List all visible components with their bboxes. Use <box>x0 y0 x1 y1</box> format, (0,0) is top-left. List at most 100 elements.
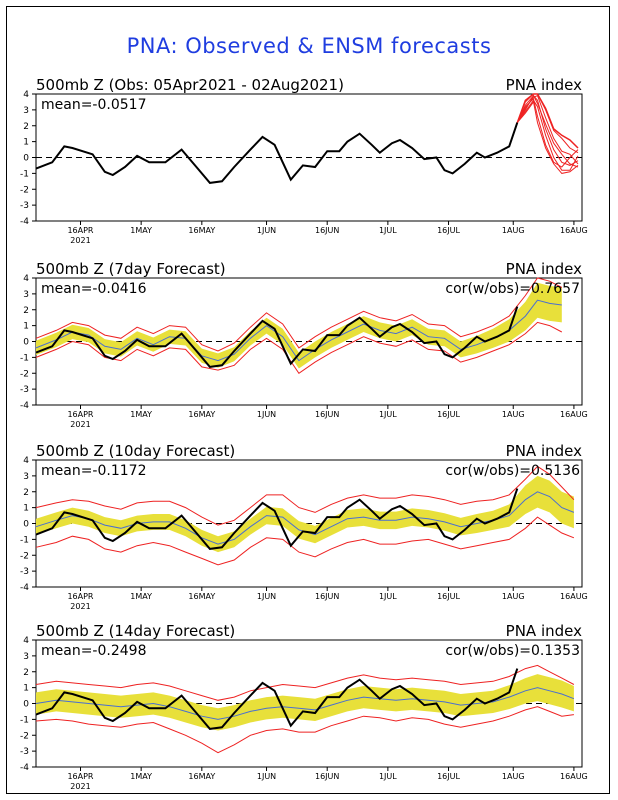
year-label: 2021 <box>70 236 90 245</box>
y-tick-label: 1 <box>23 322 29 332</box>
x-tick-label: 16JUN <box>315 226 339 235</box>
x-tick-label: 1AUG <box>502 226 525 235</box>
x-tick-label: 16APR <box>67 410 93 419</box>
mean-label: mean=-0.1172 <box>41 463 146 479</box>
y-tick-label: -1 <box>20 715 29 725</box>
x-tick-label: 16JUL <box>437 410 460 419</box>
min-envelope-line <box>516 100 579 174</box>
index-label: PNA index <box>506 622 582 640</box>
y-tick-label: 0 <box>23 154 29 164</box>
ensemble-member-line <box>516 99 579 171</box>
y-tick-label: -2 <box>20 185 29 195</box>
spread-band <box>36 674 574 731</box>
x-tick-label: 1AUG <box>502 592 525 601</box>
x-tick-label: 16AUG <box>560 410 588 419</box>
x-tick-label: 1AUG <box>502 772 525 781</box>
main-title: PNA: Observed & ENSM forecasts <box>126 34 492 58</box>
x-tick-label: 1JUL <box>379 226 397 235</box>
min-envelope-line <box>35 706 574 754</box>
x-tick-label: 1JUN <box>257 410 276 419</box>
panel-title: 500mb Z (10day Forecast) <box>36 442 235 460</box>
y-tick-label: 3 <box>23 472 29 482</box>
index-label: PNA index <box>506 260 582 278</box>
x-tick-label: 1MAY <box>130 410 152 419</box>
y-tick-label: -3 <box>20 747 29 757</box>
x-tick-label: 1MAY <box>130 592 152 601</box>
x-tick-label: 16APR <box>67 592 93 601</box>
y-tick-label: 2 <box>23 122 29 132</box>
x-tick-label: 1AUG <box>502 410 525 419</box>
max-envelope-line <box>35 277 563 352</box>
min-envelope-line <box>35 516 575 566</box>
observed-line <box>35 122 519 184</box>
x-tick-label: 1MAY <box>130 772 152 781</box>
x-tick-label: 16JUL <box>437 592 460 601</box>
y-tick-label: -2 <box>20 551 29 561</box>
index-label: PNA index <box>506 442 582 460</box>
y-tick-label: 2 <box>23 488 29 498</box>
x-tick-label: 16AUG <box>560 592 588 601</box>
y-tick-label: 4 <box>23 90 29 100</box>
max-envelope-line <box>516 93 579 149</box>
y-tick-label: 3 <box>23 106 29 116</box>
ensemble-member-line <box>516 94 579 166</box>
x-tick-label: 16JUL <box>437 772 460 781</box>
mean-label: mean=-0.0416 <box>41 281 147 297</box>
year-label: 2021 <box>70 602 90 611</box>
y-tick-label: -3 <box>20 385 29 395</box>
y-tick-label: 2 <box>23 306 29 316</box>
y-tick-label: 0 <box>23 700 29 710</box>
y-tick-label: 1 <box>23 504 29 514</box>
mean-label: mean=-0.0517 <box>41 97 146 113</box>
year-label: 2021 <box>70 420 90 429</box>
spread-band <box>36 475 574 553</box>
x-tick-label: 1JUL <box>379 410 397 419</box>
correlation-label: cor(w/obs)=0.1353 <box>445 643 580 659</box>
correlation-label: cor(w/obs)=0.7657 <box>445 281 580 297</box>
y-tick-label: -1 <box>20 169 29 179</box>
y-tick-label: -1 <box>20 353 29 363</box>
x-tick-label: 16MAY <box>188 226 215 235</box>
y-tick-label: -4 <box>20 763 29 773</box>
x-tick-label: 16JUL <box>437 226 460 235</box>
y-tick-label: 1 <box>23 684 29 694</box>
max-envelope-line <box>35 465 575 526</box>
panel-title: 500mb Z (7day Forecast) <box>36 260 226 278</box>
panel-title: 500mb Z (14day Forecast) <box>36 622 235 640</box>
index-label: PNA index <box>506 76 582 94</box>
x-tick-label: 16APR <box>67 226 93 235</box>
min-envelope-line <box>35 321 563 374</box>
x-tick-label: 1JUN <box>257 772 276 781</box>
max-envelope-line <box>35 664 575 701</box>
panel-title: 500mb Z (Obs: 05Apr2021 - 02Aug2021) <box>36 76 344 94</box>
y-tick-label: -4 <box>20 217 29 227</box>
x-tick-label: 1JUN <box>257 226 276 235</box>
y-tick-label: 0 <box>23 520 29 530</box>
year-label: 2021 <box>70 782 90 791</box>
x-tick-label: 1JUL <box>379 772 397 781</box>
y-tick-label: -1 <box>20 535 29 545</box>
x-tick-label: 16JUN <box>315 772 339 781</box>
x-tick-label: 16AUG <box>560 772 588 781</box>
y-tick-label: 0 <box>23 338 29 348</box>
ensemble-member-line <box>516 94 579 168</box>
x-tick-label: 1JUL <box>379 592 397 601</box>
x-tick-label: 16JUN <box>315 592 339 601</box>
observed-line <box>35 488 519 550</box>
y-tick-label: 4 <box>23 636 29 646</box>
x-tick-label: 1MAY <box>130 226 152 235</box>
y-tick-label: 3 <box>23 290 29 300</box>
x-tick-label: 16MAY <box>188 410 215 419</box>
x-tick-label: 16APR <box>67 772 93 781</box>
correlation-label: cor(w/obs)=0.5136 <box>445 463 580 479</box>
y-tick-label: 2 <box>23 668 29 678</box>
y-tick-label: 4 <box>23 456 29 466</box>
mean-label: mean=-0.2498 <box>41 643 146 659</box>
x-tick-label: 1JUN <box>257 592 276 601</box>
x-tick-label: 16AUG <box>560 226 588 235</box>
y-tick-label: -2 <box>20 369 29 379</box>
x-tick-label: 16MAY <box>188 592 215 601</box>
y-tick-label: -3 <box>20 567 29 577</box>
observed-line <box>35 306 519 368</box>
